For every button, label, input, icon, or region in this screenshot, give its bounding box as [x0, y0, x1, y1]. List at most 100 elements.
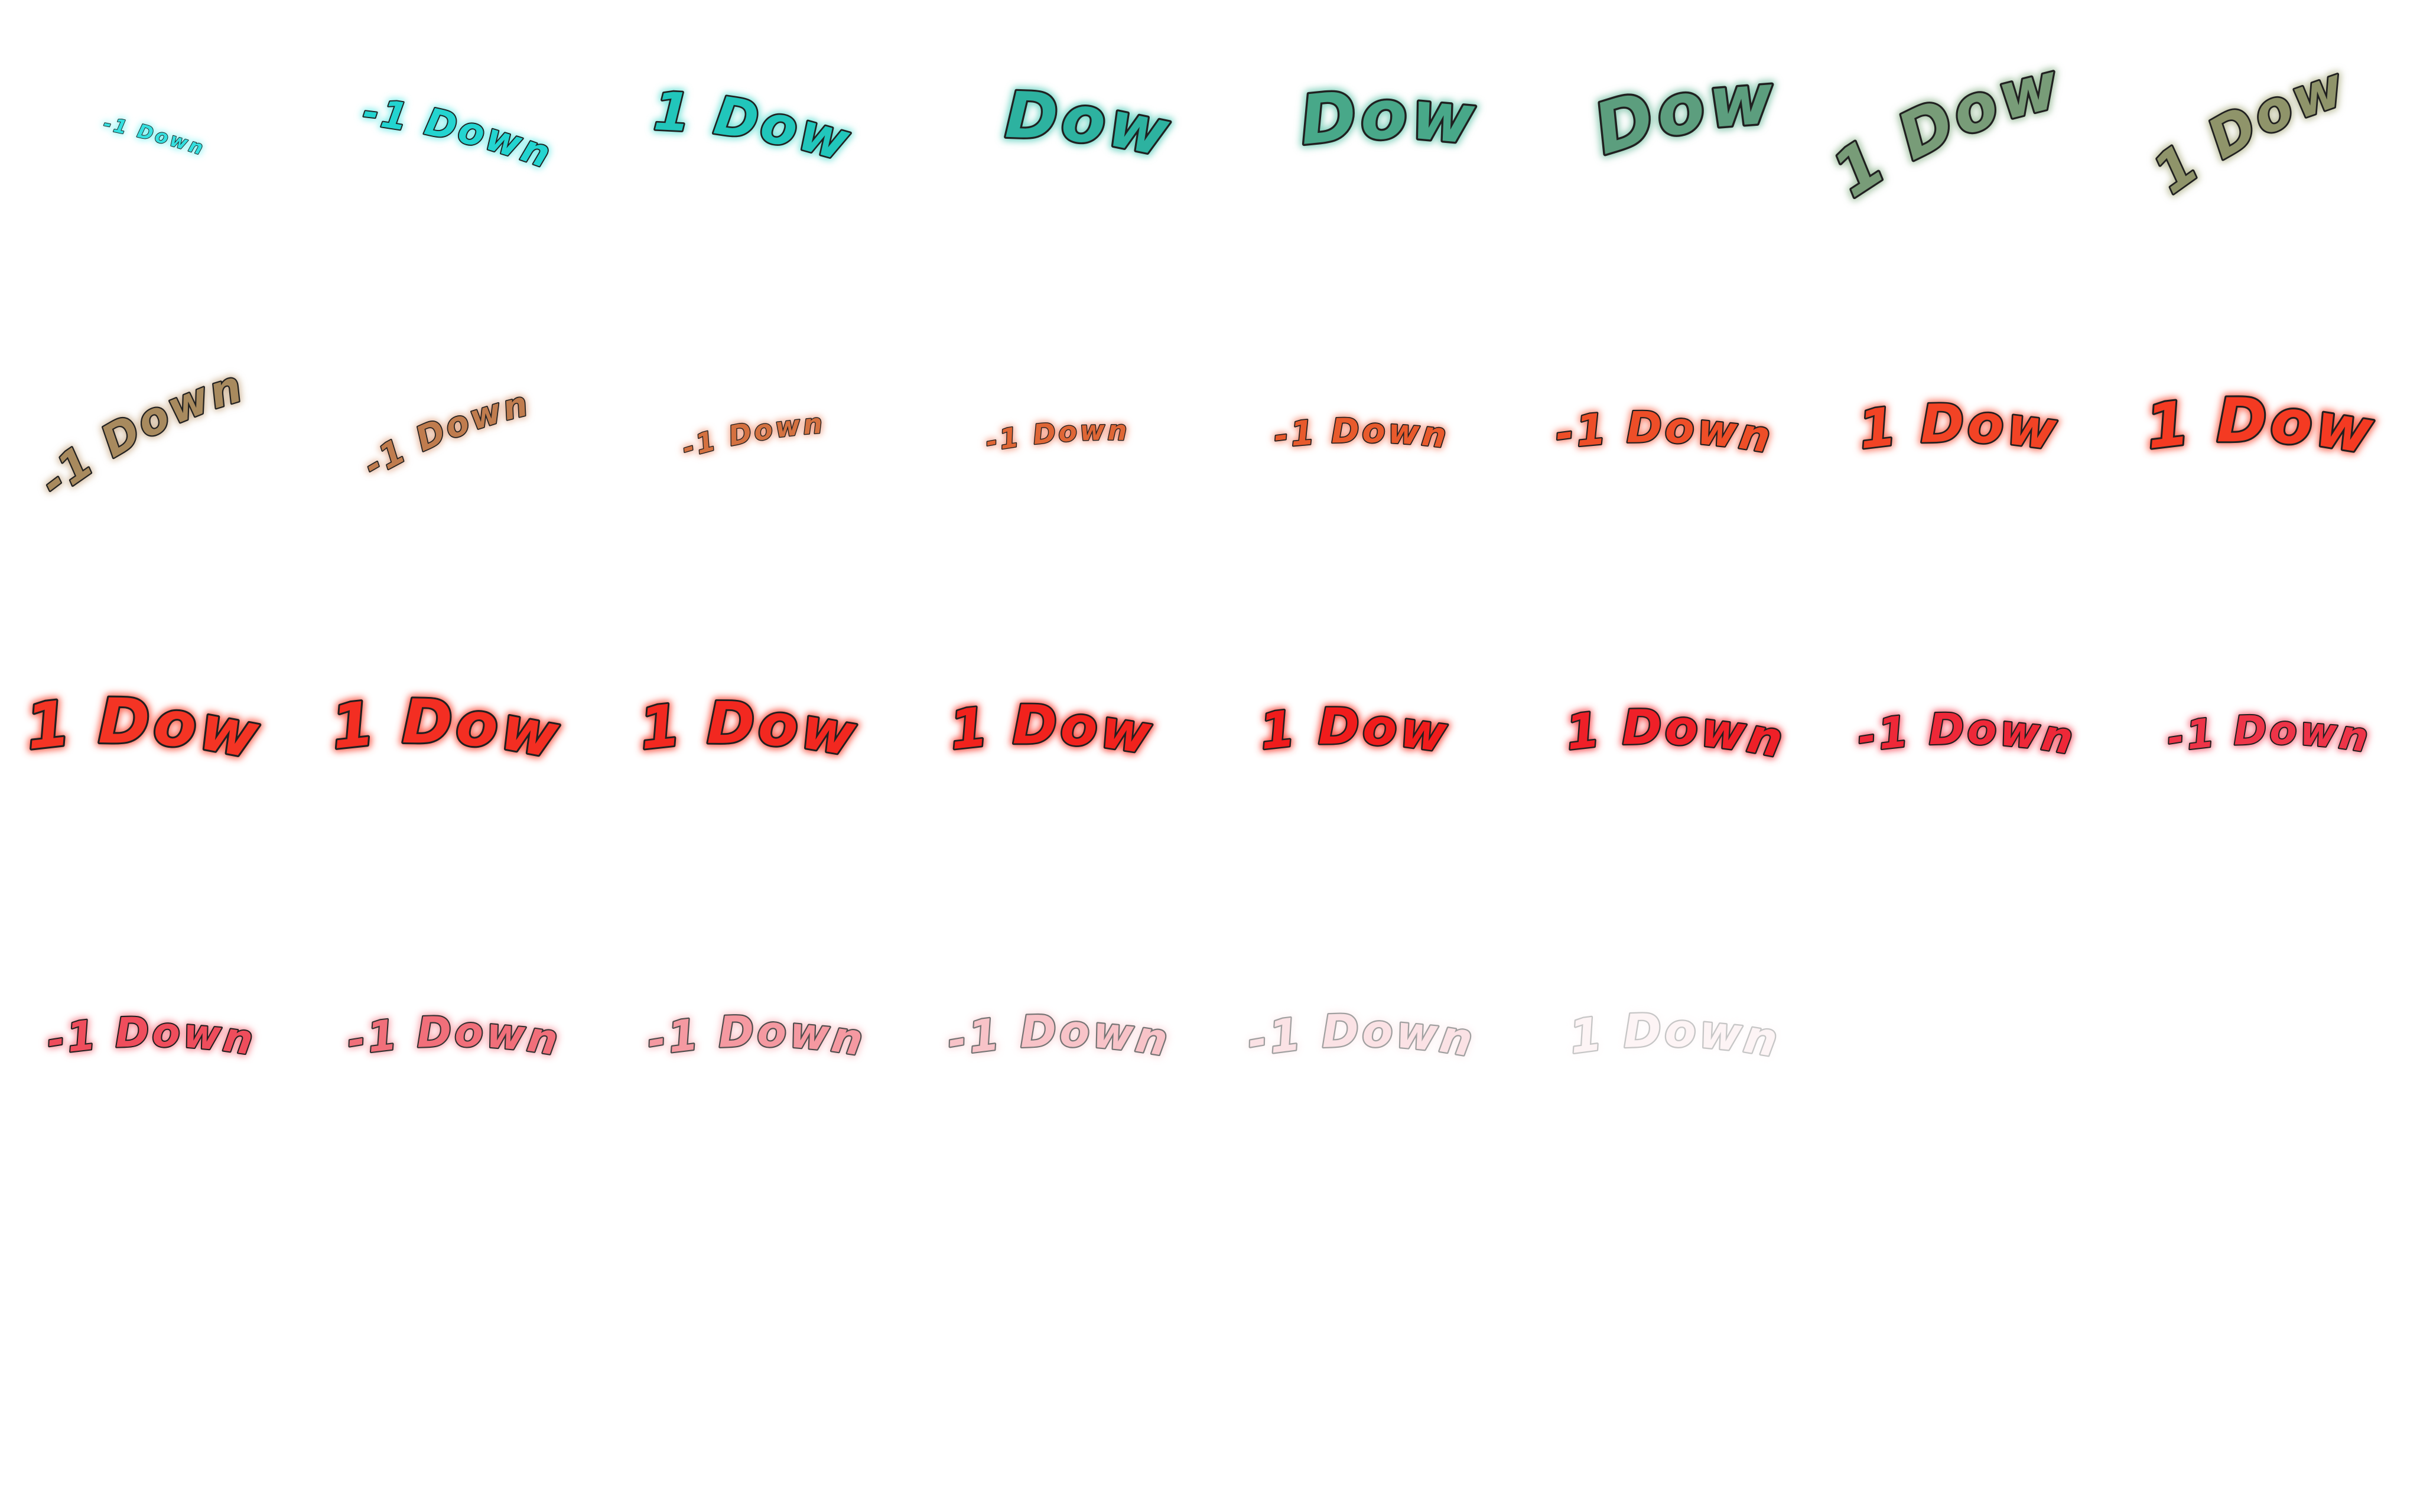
- frame-text-group: -1 Down-1 Down: [28, 358, 250, 510]
- sprite-frame-5: -1 Down-1 Down: [1208, 4, 1482, 169]
- sprite-frame-1: -1 Down-1 Down: [100, 111, 208, 161]
- frame-text-group: -1 Down-1 Down: [100, 111, 208, 161]
- sprite-frame-12: -1 Down-1 Down: [981, 413, 1130, 460]
- sprite-frame-19: -1 Down-1 Down: [607, 619, 864, 773]
- sprite-frame-27: -1 Down-1 Down: [641, 1005, 869, 1069]
- frame-label-text: -1 Down: [2120, 316, 2379, 470]
- frame-text-group: -1 Down-1 Down: [1525, 629, 1790, 772]
- sprite-frame-8: -1 Down-1 Down: [2121, 17, 2355, 209]
- sprite-frame-15: -1 Down-1 Down: [1819, 321, 2063, 465]
- frame-label-text: -1 Down: [101, 112, 206, 161]
- frame-label-text: -1 Down: [1551, 402, 1775, 465]
- frame-label-text: -1 Down: [942, 1005, 1172, 1068]
- frame-label: -1 Down: [944, 1006, 1173, 1067]
- sprite-frame-22: -1 Down-1 Down: [1525, 629, 1790, 772]
- frame-label: -1 Down: [1854, 705, 2079, 765]
- frame-text-group: -1 Down-1 Down: [941, 1003, 1174, 1069]
- frame-label-text: -1 Down: [1853, 703, 2077, 766]
- sprite-frame-4: -1 Down-1 Down: [907, 9, 1178, 175]
- sprite-frame-30: -1 Down-1 Down: [1526, 933, 1784, 1070]
- frame-label: -1 Down: [644, 1007, 869, 1067]
- frame-text-group: -1 Down-1 Down: [1241, 1002, 1479, 1070]
- sprite-frame-18: -1 Down-1 Down: [303, 617, 567, 776]
- frame-label-text: -1 Down: [359, 89, 557, 179]
- frame-label-text: -1 Down: [2122, 18, 2353, 207]
- frame-text-group: -1 Down-1 Down: [41, 1006, 258, 1067]
- frame-label: -1 Down: [102, 112, 208, 160]
- frame-text-group: -1 Down-1 Down: [1208, 4, 1482, 169]
- frame-label-text: -1 Down: [982, 413, 1128, 459]
- frame-text-group: -1 Down-1 Down: [2121, 17, 2355, 209]
- frame-text-group: -1 Down-1 Down: [1270, 409, 1450, 458]
- frame-label-text: -1 Down: [2, 617, 265, 775]
- frame-glow: -1 Down: [2164, 707, 2373, 761]
- frame-label: -1 Down: [1819, 12, 2068, 211]
- frame-text-group: -1 Down-1 Down: [0, 615, 267, 777]
- frame-label-text: -1 Down: [678, 406, 824, 465]
- sprite-frame-11: -1 Down-1 Down: [676, 406, 826, 466]
- frame-label-text: -1 Down: [1817, 11, 2067, 214]
- frame-label: -1 Down: [4, 618, 266, 773]
- frame-text-group: -1 Down-1 Down: [981, 413, 1130, 460]
- frame-label-text: -1 Down: [343, 1006, 562, 1067]
- frame-text-group: -1 Down-1 Down: [1510, 2, 1780, 184]
- frame-label: -1 Down: [2124, 20, 2354, 206]
- frame-text-group: -1 Down-1 Down: [607, 619, 864, 773]
- frame-label-text: -1 Down: [611, 20, 857, 175]
- frame-label-text: -1 Down: [1217, 628, 1452, 765]
- sprite-frame-16: -1 Down-1 Down: [2118, 314, 2380, 472]
- sprite-frame-26: -1 Down-1 Down: [341, 1005, 564, 1068]
- frame-label: -1 Down: [678, 408, 826, 464]
- frame-label: -1 Down: [344, 1008, 564, 1065]
- frame-label: -1 Down: [1529, 936, 1784, 1068]
- sprite-frame-9: -1 Down-1 Down: [28, 358, 250, 510]
- frame-text-group: -1 Down-1 Down: [2161, 705, 2373, 764]
- frame-label-text: -1 Down: [642, 1006, 867, 1068]
- frame-text-group: -1 Down-1 Down: [609, 19, 858, 177]
- frame-label-text: -1 Down: [1512, 5, 1778, 183]
- frame-label: -1 Down: [1514, 6, 1778, 180]
- sprite-frame-7: -1 Down-1 Down: [1814, 9, 2069, 216]
- frame-label: -1 Down: [915, 627, 1157, 767]
- frame-glow: -1 Down: [344, 1008, 564, 1065]
- frame-label: -1 Down: [357, 384, 534, 485]
- frame-label: -1 Down: [1822, 324, 2062, 462]
- frame-text-group: -1 Down-1 Down: [356, 382, 534, 487]
- frame-label-text: -1 Down: [1271, 410, 1449, 457]
- sprite-frame-28: -1 Down-1 Down: [941, 1003, 1174, 1069]
- sprite-frame-3: -1 Down-1 Down: [609, 19, 858, 177]
- frame-label: -1 Down: [44, 1009, 258, 1065]
- frame-text-group: -1 Down-1 Down: [2118, 314, 2380, 472]
- frame-text-group: -1 Down-1 Down: [1814, 9, 2069, 216]
- frame-text-group: -1 Down-1 Down: [303, 617, 567, 776]
- sprite-frame-24: -1 Down-1 Down: [2161, 705, 2373, 764]
- frame-label: -1 Down: [31, 360, 250, 507]
- frame-text-group: -1 Down-1 Down: [1526, 933, 1784, 1070]
- frame-text-group: -1 Down-1 Down: [1852, 702, 2079, 768]
- frame-label: -1 Down: [1212, 8, 1479, 165]
- frame-label-text: -1 Down: [1527, 631, 1788, 771]
- frame-label: -1 Down: [983, 414, 1130, 458]
- frame-label: -1 Down: [610, 623, 862, 770]
- frame-label-text: -1 Down: [356, 383, 532, 487]
- frame-label: -1 Down: [360, 90, 558, 178]
- frame-text-group: -1 Down-1 Down: [911, 624, 1158, 770]
- frame-label: -1 Down: [612, 22, 858, 173]
- frame-glow: -1 Down: [1271, 411, 1450, 456]
- frame-text-group: -1 Down-1 Down: [1215, 627, 1453, 767]
- sprite-frame-6: -1 Down-1 Down: [1510, 2, 1780, 184]
- frame-label: -1 Down: [1528, 632, 1789, 770]
- frame-label: -1 Down: [911, 12, 1177, 171]
- frame-label-text: -1 Down: [909, 11, 1177, 174]
- frame-label: -1 Down: [1218, 630, 1452, 764]
- sprite-frame-20: -1 Down-1 Down: [911, 624, 1158, 770]
- sprite-frame-21: -1 Down-1 Down: [1215, 627, 1453, 767]
- frame-label-text: -1 Down: [1821, 322, 2061, 463]
- frame-label-text: -1 Down: [609, 621, 861, 771]
- sprite-frame-29: -1 Down-1 Down: [1241, 1002, 1479, 1070]
- sprite-frame-17: -1 Down-1 Down: [0, 615, 267, 777]
- frame-label-text: -1 Down: [305, 618, 565, 774]
- frame-label-text: -1 Down: [1210, 6, 1479, 167]
- sprite-frame-10: -1 Down-1 Down: [356, 382, 534, 487]
